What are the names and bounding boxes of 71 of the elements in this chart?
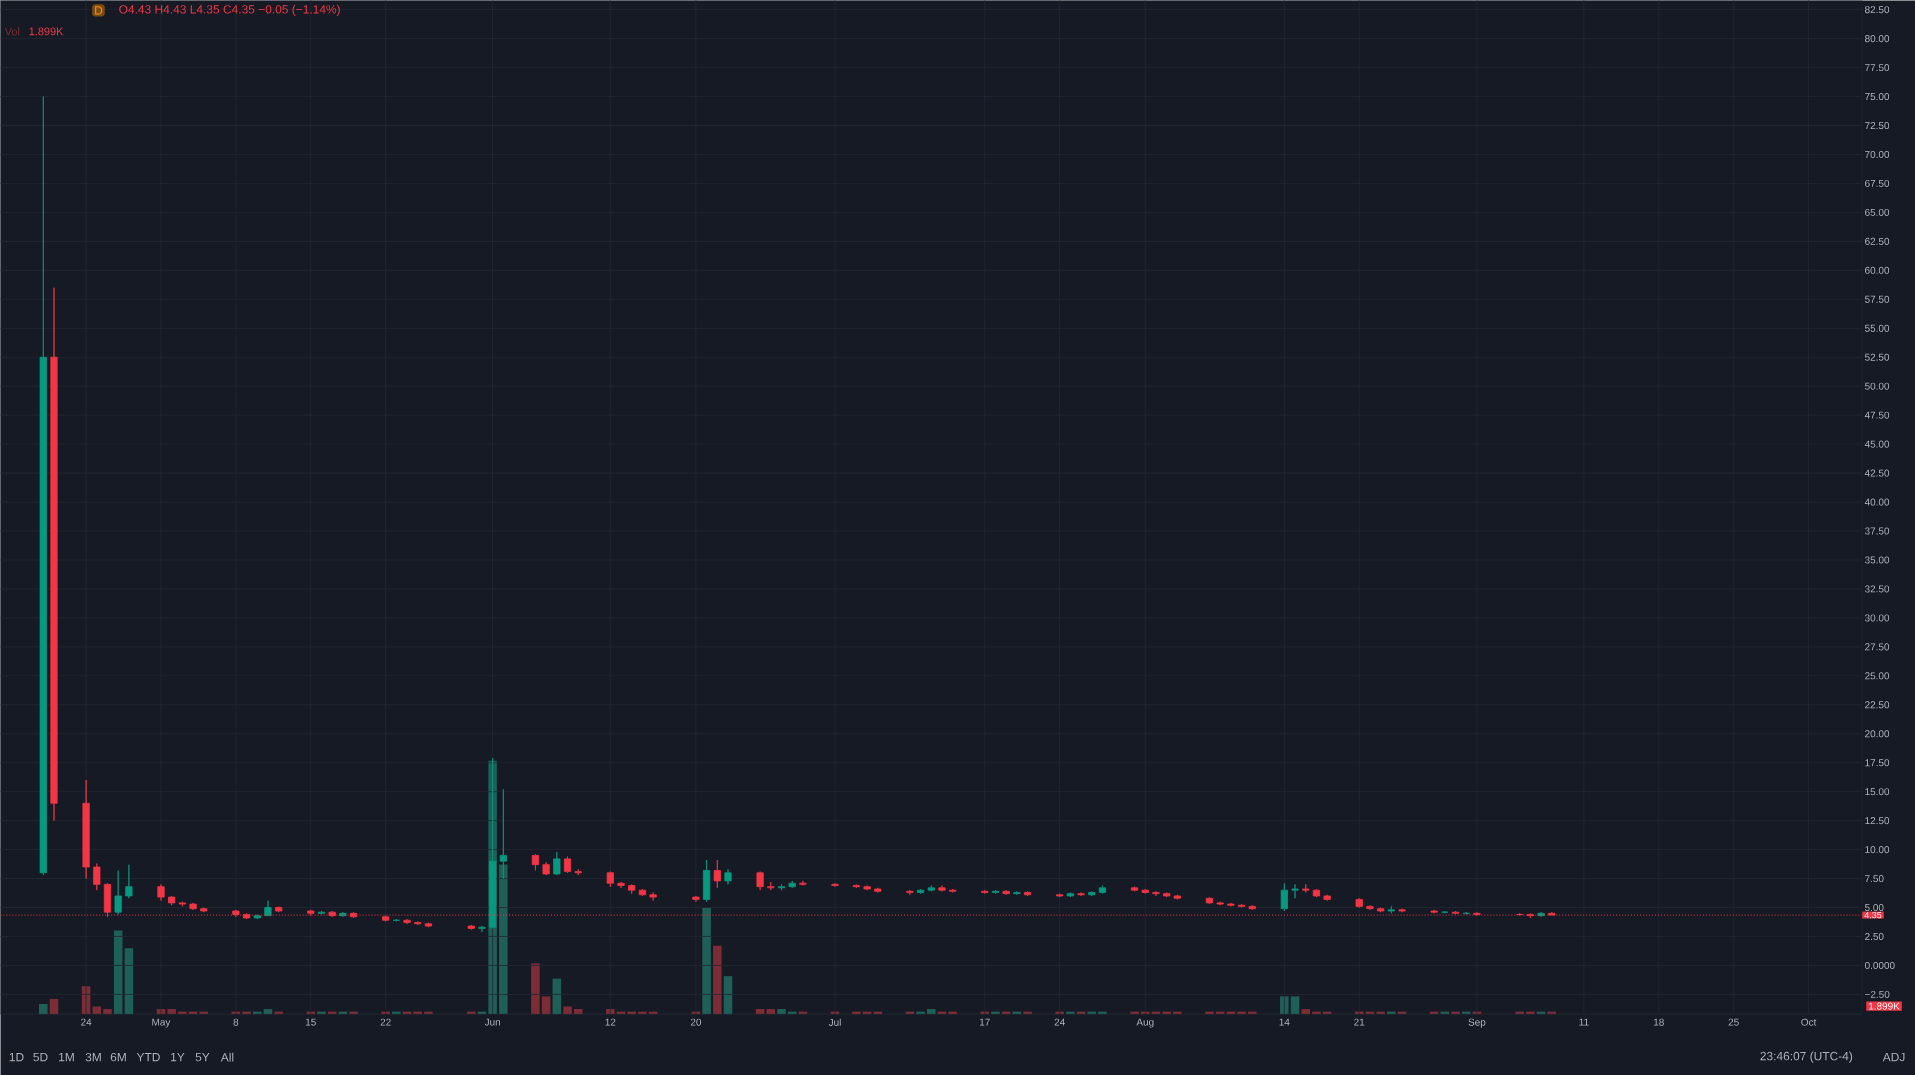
y-tick-label: 60.00 (1865, 266, 1890, 274)
y-tick-label: 2.50 (1865, 932, 1884, 940)
x-tick-label: Jun (484, 1018, 501, 1026)
y-tick-label: 65.00 (1865, 208, 1890, 216)
y-tick-label: 77.50 (1865, 64, 1890, 72)
y-tick-label: 50.00 (1864, 382, 1890, 390)
text: 5Y (195, 1052, 210, 1062)
y-tick-label: 37.50 (1864, 527, 1890, 535)
y-tick-label: 35.00 (1864, 556, 1890, 564)
y-tick-label: 55.00 (1864, 324, 1890, 332)
y-tick-label: 27.50 (1865, 643, 1890, 651)
text: 1Y (171, 1052, 185, 1062)
y-tick-label: −2.50 (1865, 990, 1890, 998)
text: All (220, 1052, 234, 1062)
x-tick-label: 21 (1354, 1018, 1365, 1026)
x-tick-label: 8 (233, 1018, 239, 1026)
x-tick-label: 15 (305, 1018, 316, 1026)
y-tick-label: 30.00 (1864, 614, 1890, 622)
x-tick-label: Sep (1468, 1018, 1486, 1028)
x-tick-label: Jul (828, 1018, 841, 1026)
y-tick-label: 15.00 (1865, 788, 1890, 796)
x-tick-label: 11 (1579, 1018, 1589, 1026)
y-tick-label: 45.00 (1864, 440, 1890, 448)
x-tick-label: 22 (380, 1018, 391, 1026)
y-tick-label: 22.50 (1865, 701, 1890, 709)
x-tick-label: 24 (81, 1018, 92, 1026)
text: 6M (110, 1052, 126, 1062)
text: 1.899K (1869, 1002, 1900, 1010)
y-tick-label: 70.00 (1865, 150, 1890, 158)
y-tick-label: 12.50 (1865, 817, 1890, 825)
y-tick-label: 10.00 (1865, 846, 1890, 854)
text: 1D (9, 1052, 24, 1062)
y-tick-label: 17.50 (1865, 759, 1890, 767)
x-tick-label: 12 (605, 1018, 616, 1026)
y-tick-label: 82.50 (1865, 6, 1890, 14)
annotation: O4.43 H4.43 L4.35 C4.35 −0.05 (−1.14%) (119, 4, 340, 16)
y-tick-label: 32.50 (1864, 585, 1890, 593)
y-tick-label: 75.00 (1865, 92, 1890, 101)
y-tick-label: 20.00 (1865, 730, 1890, 738)
text: 5D (33, 1052, 48, 1062)
y-tick-label: 5.00 (1864, 903, 1884, 912)
y-tick-label: 72.50 (1865, 121, 1890, 129)
x-tick-label: 24 (1054, 1018, 1065, 1026)
y-tick-label: 47.50 (1864, 411, 1890, 419)
y-tick-label: 80.00 (1865, 35, 1890, 43)
x-tick-label: 25 (1728, 1018, 1739, 1026)
text: 3M (85, 1052, 101, 1062)
text: 23:46:07 (UTC-4) (1760, 1051, 1853, 1063)
text: Vol (4, 27, 20, 36)
y-tick-label: 7.50 (1865, 875, 1884, 883)
text: 1M (59, 1052, 74, 1062)
y-tick-label: 62.50 (1865, 237, 1890, 245)
x-tick-label: 14 (1279, 1018, 1290, 1026)
x-tick-label: 17 (980, 1018, 990, 1026)
y-tick-label: 0.0000 (1864, 961, 1895, 969)
annotation: D (95, 6, 103, 15)
x-tick-label: May (152, 1018, 171, 1028)
text: YTD (136, 1052, 160, 1062)
y-tick-label: 40.00 (1864, 498, 1890, 506)
text: ADJ (1882, 1052, 1905, 1062)
y-tick-label: 25.00 (1865, 672, 1890, 680)
y-tick-label: 57.50 (1864, 295, 1890, 303)
y-tick-label: 42.50 (1864, 469, 1890, 477)
ref-line-label: 4.35 (1864, 911, 1882, 919)
y-tick-label: 52.50 (1864, 353, 1890, 361)
x-tick-label: 18 (1654, 1018, 1664, 1026)
x-tick-label: 20 (690, 1018, 702, 1026)
y-tick-label: 67.50 (1865, 179, 1890, 187)
x-tick-label: Aug (1136, 1018, 1154, 1028)
x-tick-label: Oct (1801, 1018, 1817, 1026)
annotation: 1.899K (29, 27, 64, 36)
